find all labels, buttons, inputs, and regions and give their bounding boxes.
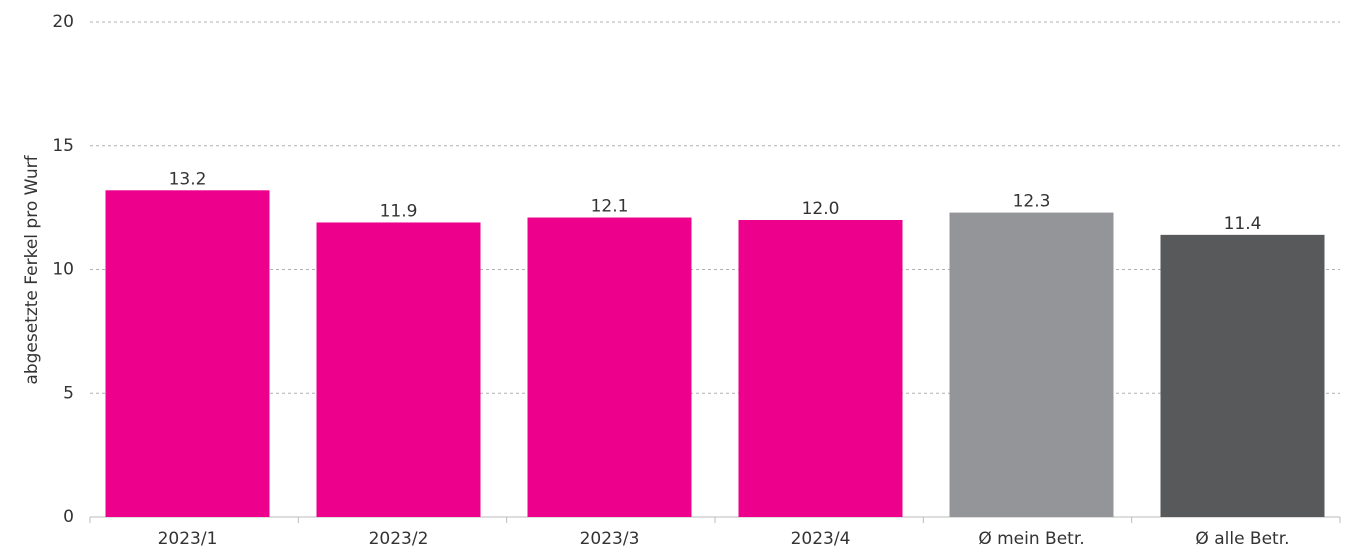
value-label: 11.4 bbox=[1224, 214, 1262, 234]
x-tick-label: 2023/1 bbox=[158, 529, 218, 549]
value-label: 12.1 bbox=[591, 197, 629, 217]
y-tick-label: 10 bbox=[52, 260, 74, 280]
bar bbox=[1160, 234, 1325, 517]
value-label: 13.2 bbox=[169, 169, 207, 189]
bar bbox=[105, 190, 270, 518]
x-tick-label: 2023/3 bbox=[580, 529, 640, 549]
x-tick-label: 2023/4 bbox=[791, 529, 851, 549]
x-tick-label: Ø alle Betr. bbox=[1195, 529, 1289, 549]
x-tick-label: 2023/2 bbox=[369, 529, 429, 549]
y-tick-label: 5 bbox=[63, 383, 74, 403]
bar bbox=[527, 217, 692, 517]
value-label: 12.3 bbox=[1013, 192, 1051, 212]
bar bbox=[738, 220, 903, 517]
y-axis-label: abgesetzte Ferkel pro Wurf bbox=[22, 154, 42, 384]
bar bbox=[316, 222, 481, 517]
value-label: 12.0 bbox=[802, 199, 840, 219]
bar bbox=[949, 212, 1114, 517]
y-tick-label: 0 bbox=[63, 507, 74, 527]
x-tick-label: Ø mein Betr. bbox=[978, 529, 1084, 549]
y-tick-label: 15 bbox=[52, 136, 74, 156]
y-tick-label: 20 bbox=[52, 12, 74, 32]
value-label: 11.9 bbox=[380, 201, 418, 221]
